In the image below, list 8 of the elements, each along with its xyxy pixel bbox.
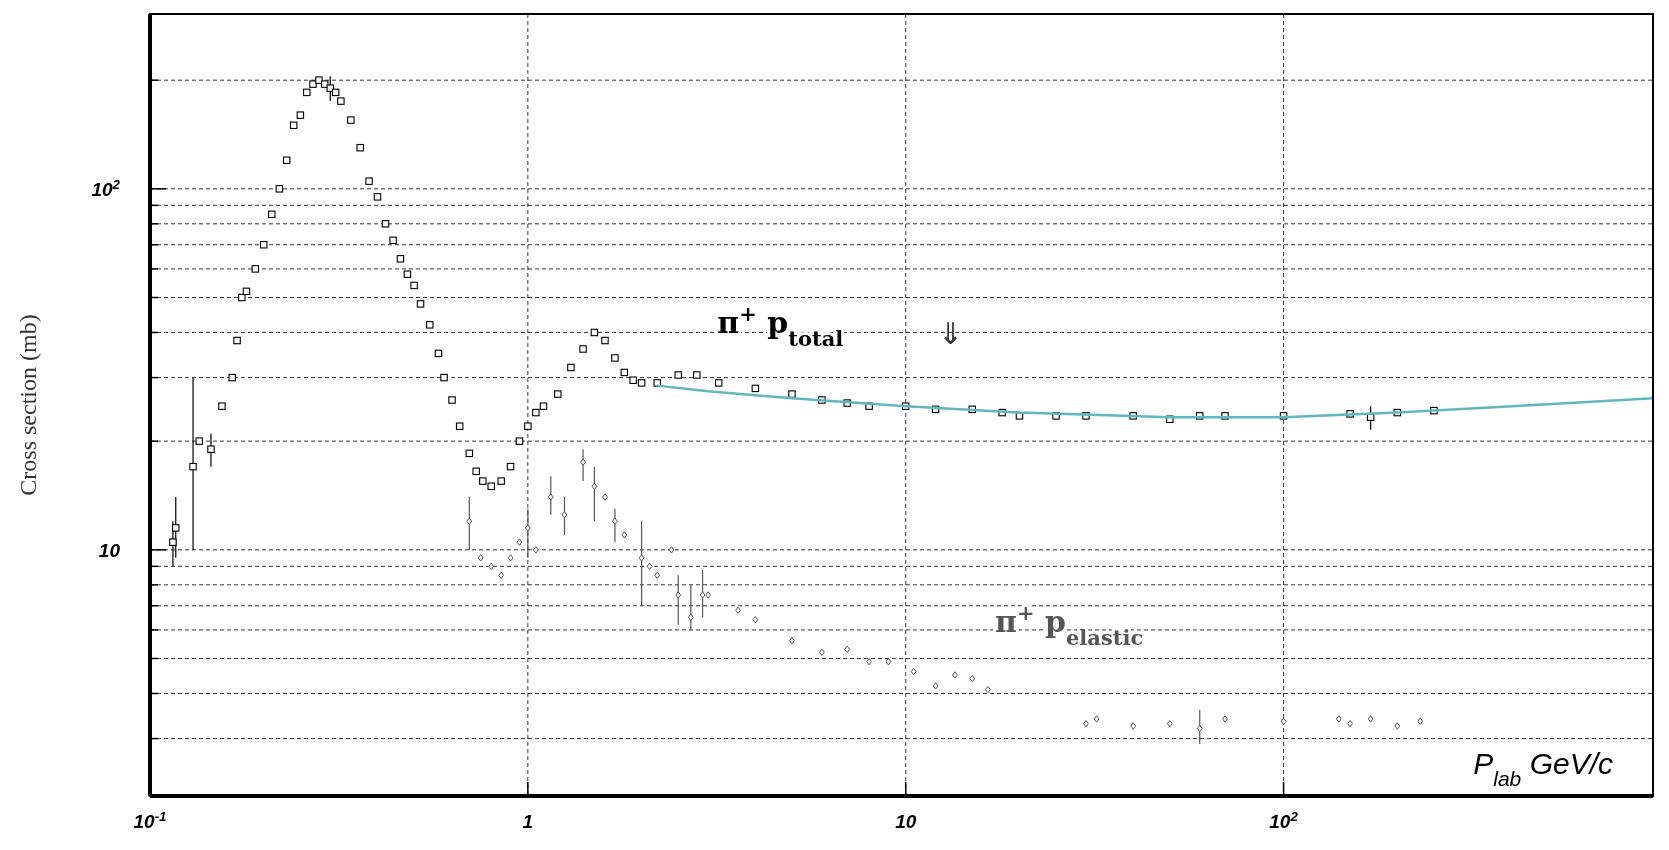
y-axis-title: Cross section (mb) bbox=[15, 314, 41, 496]
annotation: ⇓ bbox=[937, 317, 963, 350]
x-axis-title: P$_{lab}$ GeV/c bbox=[1473, 747, 1613, 790]
x-tick-label: 10$^{-1}$ bbox=[133, 808, 167, 832]
x-tick-label: 10 bbox=[895, 811, 917, 832]
x-tick-label: 10$^{2}$ bbox=[1269, 808, 1299, 832]
series-label: π$^{+}$ p$_{total}$ bbox=[717, 300, 844, 351]
x-tick-label: 1 bbox=[522, 811, 534, 832]
